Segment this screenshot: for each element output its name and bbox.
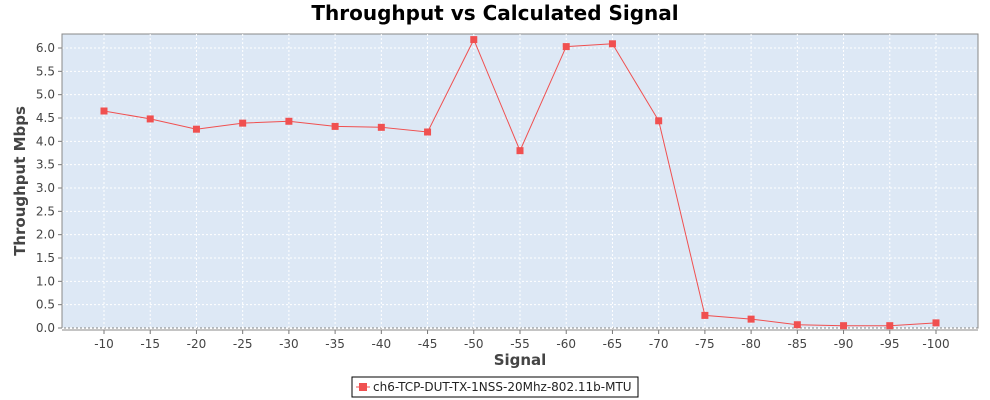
y-tick-label: 5.0 <box>36 88 55 102</box>
legend: ch6-TCP-DUT-TX-1NSS-20Mhz-802.11b-MTU <box>351 376 639 398</box>
y-tick-label: 2.5 <box>36 204 55 218</box>
y-tick-label: 0.0 <box>36 321 55 335</box>
data-point <box>239 119 247 127</box>
data-point <box>701 311 709 319</box>
x-tick-label: -70 <box>649 337 669 351</box>
x-tick-label: -60 <box>556 337 576 351</box>
x-tick-label: -90 <box>834 337 854 351</box>
y-tick-label: 1.5 <box>36 251 55 265</box>
y-tick-label: 0.5 <box>36 298 55 312</box>
x-tick-label: -95 <box>880 337 900 351</box>
data-point <box>562 43 570 51</box>
data-point <box>331 122 339 130</box>
data-point <box>516 147 524 155</box>
x-tick-label: -40 <box>372 337 392 351</box>
x-axis-label: Signal <box>494 351 547 369</box>
x-tick-label: -65 <box>603 337 623 351</box>
x-tick-label: -45 <box>418 337 438 351</box>
data-point <box>886 322 894 330</box>
x-tick-label: -100 <box>922 337 949 351</box>
y-tick-label: 3.5 <box>36 158 55 172</box>
x-tick-label: -35 <box>325 337 345 351</box>
y-axis-label: Throughput Mbps <box>11 106 29 256</box>
x-tick-label: -75 <box>695 337 715 351</box>
x-tick-label: -15 <box>140 337 160 351</box>
y-tick-label: 4.5 <box>36 111 55 125</box>
y-tick-label: 6.0 <box>36 41 55 55</box>
chart-title: Throughput vs Calculated Signal <box>311 1 678 25</box>
y-tick-label: 2.0 <box>36 228 55 242</box>
legend-series-label: ch6-TCP-DUT-TX-1NSS-20Mhz-802.11b-MTU <box>373 380 632 394</box>
y-tick-label: 3.0 <box>36 181 55 195</box>
legend-box <box>351 376 639 398</box>
x-tick-label: -85 <box>788 337 808 351</box>
data-point <box>470 36 478 44</box>
y-tick-label: 4.0 <box>36 134 55 148</box>
data-point <box>655 117 663 125</box>
data-point <box>377 123 385 131</box>
x-tick-label: -20 <box>187 337 207 351</box>
data-point <box>932 319 940 327</box>
x-tick-label: -10 <box>94 337 114 351</box>
x-tick-label: -25 <box>233 337 253 351</box>
y-tick-label: 5.5 <box>36 64 55 78</box>
data-point <box>285 117 293 125</box>
x-tick-label: -30 <box>279 337 299 351</box>
data-point <box>840 322 848 330</box>
data-point <box>146 115 154 123</box>
data-point <box>192 125 200 133</box>
data-point <box>424 128 432 136</box>
x-tick-label: -50 <box>464 337 484 351</box>
legend-marker-swatch <box>359 383 367 391</box>
data-point <box>747 315 755 323</box>
x-tick-label: -80 <box>741 337 761 351</box>
plot-area: 0.0 0.5 1.0 1.5 2.0 2.5 3.0 3.5 4.0 4.5 5.0 5.5 6.0 -… <box>36 33 979 351</box>
x-tick-label: -55 <box>510 337 530 351</box>
data-point <box>793 321 801 329</box>
y-tick-label: 1.0 <box>36 274 55 288</box>
data-point <box>100 107 108 115</box>
data-point <box>608 40 616 48</box>
